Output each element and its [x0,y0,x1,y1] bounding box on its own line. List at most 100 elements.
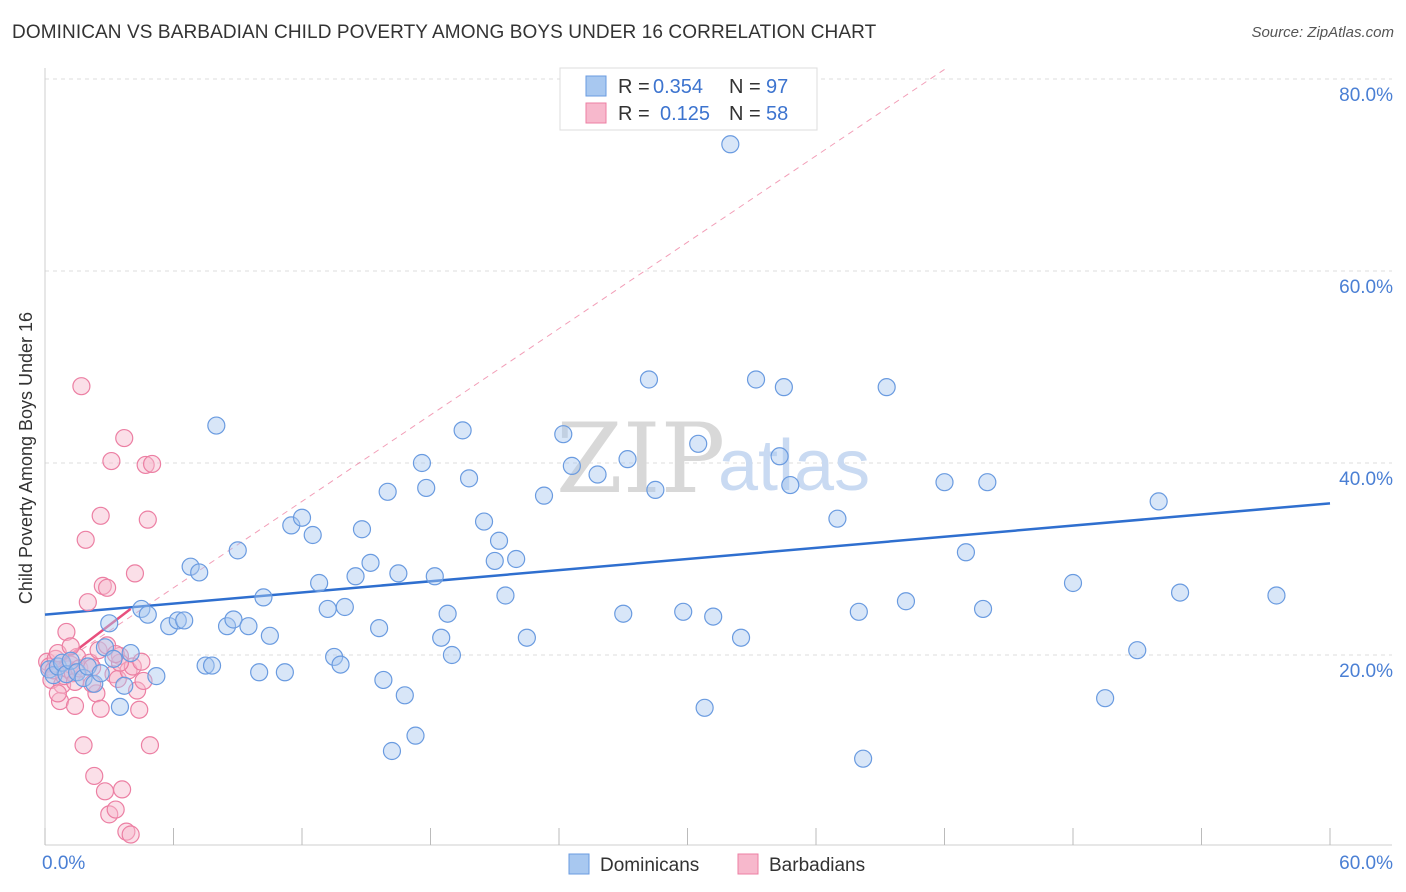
dominicans-point [746,370,766,389]
bottom-legend-swatch-dominicans [568,853,590,875]
dominicans-point [217,617,237,636]
dominicans-point [121,643,140,663]
dominicans-point [412,453,432,473]
barbadians-point [138,510,157,529]
dominicans-point [854,749,873,768]
dominicans-point [774,378,793,397]
dominicans-point [474,512,494,531]
dominicans-point [147,667,166,686]
dominicans-point [310,573,329,593]
dominicans-point [956,543,976,562]
barbadians-point [72,377,91,396]
dominicans-point [588,465,607,484]
dominicans-point [91,664,110,683]
dominicans-point [442,645,462,665]
dominicans-point [361,553,380,572]
y-tick-label: 60.0% [1339,277,1393,298]
dominicans-point [674,602,693,621]
watermark-atlas: atlas [718,426,870,506]
dominicans-point [202,656,222,675]
dominicans-point [1170,583,1190,602]
barbadians-point [140,736,160,755]
dominicans-point [168,611,187,630]
barbadians-point [142,454,162,474]
dominicans-point [1128,641,1147,660]
dominicans-point [104,649,123,668]
dominicans-point [100,614,119,633]
dominicans-point [190,563,209,582]
watermark-zip: ZIP [556,403,725,515]
barbadians-point [115,428,134,448]
dominicans-point [517,628,536,647]
dominicans-point [346,567,365,586]
barbadians-point [74,736,93,755]
dominicans-point [459,469,479,488]
dominicans-point [562,456,581,475]
barbadians-point [136,455,155,475]
barbadians-point [106,800,125,819]
dominicans-point [331,655,350,674]
barbadians-point [98,578,117,597]
barbadians-point [91,699,110,718]
barbadians-point [95,782,115,801]
dominicans-point [175,611,194,630]
dominicans-point [239,617,258,636]
tick-labels: 20.0% 40.0% 60.0% 80.0% 0.0% 60.0% [42,85,1393,874]
dominicans-point [110,697,130,716]
barbadians-point [65,696,85,715]
dominicans-point [335,597,354,617]
chart-title: DOMINICAN VS BARBADIAN CHILD POVERTY AMO… [12,22,877,43]
bottom-legend-barbadians: Barbadians [769,855,865,876]
dominicans-point [61,651,80,670]
legend-n-value-2: 58 [766,103,788,125]
barbadians-point [61,637,80,656]
bottom-legend-swatch-barbadians [737,853,759,875]
dominicans-point [254,588,273,607]
x-tick-label: 60.0% [1339,853,1393,874]
dominicans-trend-line [44,502,1331,616]
dominicans-point [374,670,393,690]
dominicans-point [250,663,269,682]
dominicans-point [389,564,408,583]
legend-r-value-1: 0.354 [653,76,703,98]
dominicans-point [485,551,504,571]
dominicans-point [1096,689,1115,708]
legend-swatch-barbadians [585,102,607,124]
legend-r-label-2: R = [618,103,650,125]
dominicans-point [614,604,633,623]
dominicans-point [489,531,509,550]
dominicans-point [877,378,896,397]
dominicans-point [378,482,397,501]
dominicans-point [370,619,389,638]
dominicans-point [382,741,402,761]
dominicans-point [695,698,714,717]
barbadians-points [38,377,162,844]
dominicans-point [352,520,372,539]
barbadians-point [121,825,140,844]
dominicans-point [318,599,337,619]
dominicans-point [781,475,800,495]
y-tick-label: 20.0% [1339,661,1393,682]
dominicans-point [303,525,322,545]
dominicans-point [260,626,279,645]
legend-swatch-dominicans [585,75,607,97]
dominicans-point [85,674,104,693]
y-tick-label: 40.0% [1339,469,1393,490]
y-tick-label: 80.0% [1339,85,1393,106]
barbadians-point [91,506,110,525]
dominicans-point [935,473,954,492]
dominicans-point [1267,586,1286,605]
dominicans-point [973,599,993,619]
dominicans-point [704,607,723,626]
dominicans-point [438,604,457,623]
dominicans-point [224,610,243,629]
dominicans-point [689,434,708,453]
grid-lines [45,78,1392,656]
dominicans-point [731,628,751,647]
barbadians-point [130,700,149,719]
dominicans-point [646,480,665,499]
bottom-legend: Dominicans Barbadians [568,853,865,876]
dominicans-point [896,592,916,611]
dominicans-point [425,567,444,586]
